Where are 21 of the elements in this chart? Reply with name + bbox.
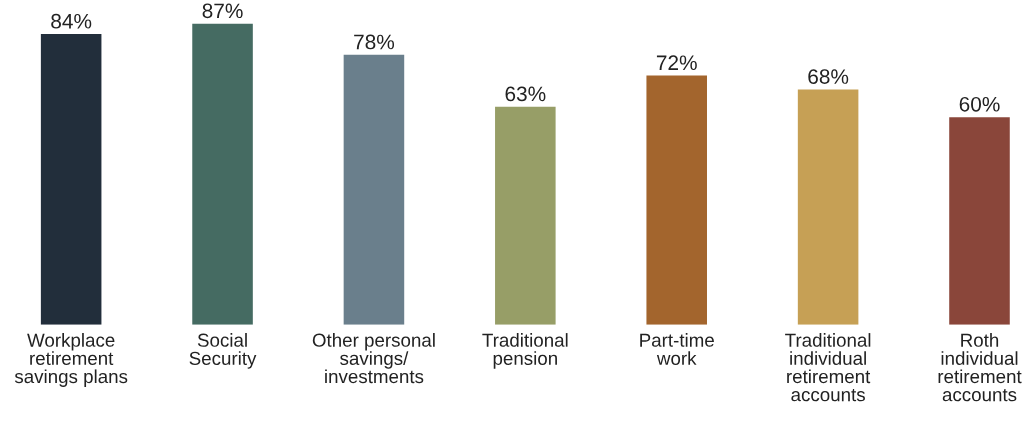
bar xyxy=(40,34,102,325)
bar xyxy=(646,75,707,325)
bar xyxy=(343,54,405,325)
data-label: 84% xyxy=(51,13,92,29)
x-tick-label: Workplace retirement savings plans xyxy=(14,333,128,387)
data-label: 60% xyxy=(959,96,1000,112)
x-tick-label: Social Security xyxy=(189,333,257,369)
x-tick-label: Part-time work xyxy=(640,333,714,366)
bar xyxy=(192,23,253,325)
x-tick-label: Other personal savings/ investments xyxy=(312,333,435,384)
x-tick-label: Traditional individual retirement accounts xyxy=(785,333,871,402)
bar xyxy=(949,117,1010,325)
data-label: 72% xyxy=(656,55,697,71)
data-label: 78% xyxy=(354,34,395,50)
bar xyxy=(797,89,859,325)
x-tick-label: Roth individual retirement accounts xyxy=(938,333,1022,402)
data-label: 63% xyxy=(505,86,546,102)
bar xyxy=(495,106,556,325)
x-tick-label: Traditional pension xyxy=(482,333,568,369)
data-label: 68% xyxy=(808,69,849,84)
data-label: 87% xyxy=(202,3,243,19)
